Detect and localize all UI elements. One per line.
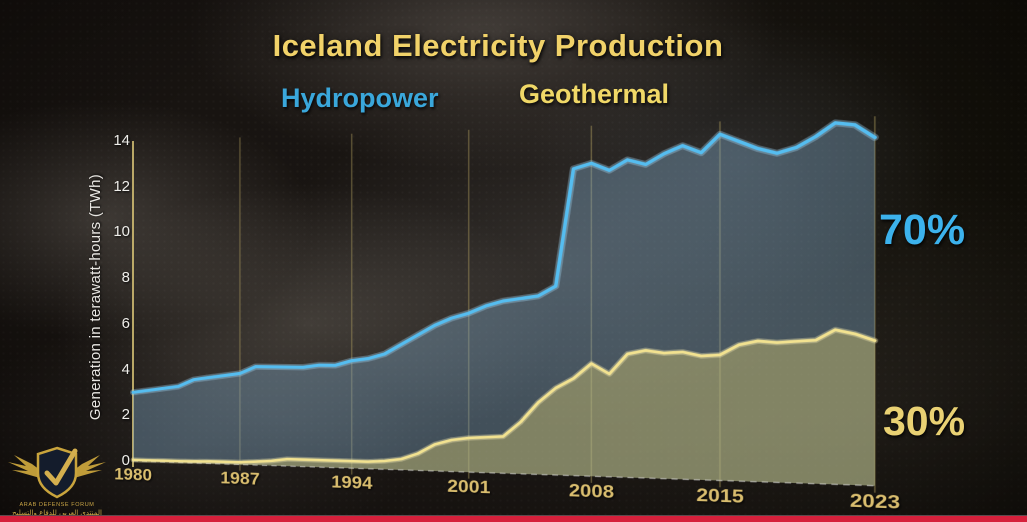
- wings-icon: [8, 455, 106, 478]
- y-tick-label-8: 8: [121, 269, 130, 287]
- watermark-logo: ARAB DEFENSE FORUM المنتدى العربي للدفاع…: [8, 446, 106, 517]
- x-tick-label-2023: 2023: [849, 489, 901, 514]
- hydropower-share-annotation: 70%: [879, 206, 966, 254]
- x-tick-label-1987: 1987: [220, 467, 260, 489]
- x-tick-label-2015: 2015: [696, 484, 744, 508]
- y-tick-label-6: 6: [121, 314, 130, 332]
- chart-canvas: [133, 116, 875, 499]
- y-tick-label-0: 0: [121, 452, 130, 469]
- y-tick-label-4: 4: [121, 360, 130, 378]
- legend-geothermal-label: Geothermal: [519, 79, 670, 109]
- legend-hydropower-label: Hydropower: [281, 83, 439, 113]
- video-progress-track[interactable]: [0, 515, 1027, 522]
- x-tick-label-1994: 1994: [331, 471, 373, 494]
- geothermal-share-annotation: 30%: [883, 398, 966, 444]
- x-tick-label-1980: 1980: [114, 464, 152, 485]
- hydropower-area: [133, 121, 875, 486]
- watermark-text-en: ARAB DEFENSE FORUM: [20, 502, 95, 508]
- x-tick-label-2001: 2001: [447, 475, 491, 498]
- shield-icon: [36, 446, 78, 499]
- y-tick-label-14: 14: [113, 132, 130, 149]
- x-tick-label-2008: 2008: [568, 479, 615, 503]
- plot-area: 1980 1987 1994 2001 2008 2015 2023: [114, 116, 900, 513]
- watermark-text-ar: المنتدى العربي للدفاع والتسليح: [12, 509, 102, 517]
- chart-title: Iceland Electricity Production: [272, 28, 724, 63]
- y-tick-label-10: 10: [113, 223, 130, 241]
- y-tick-label-2: 2: [121, 406, 130, 424]
- y-tick-label-12: 12: [113, 177, 130, 195]
- video-progress-bar[interactable]: [0, 516, 1027, 522]
